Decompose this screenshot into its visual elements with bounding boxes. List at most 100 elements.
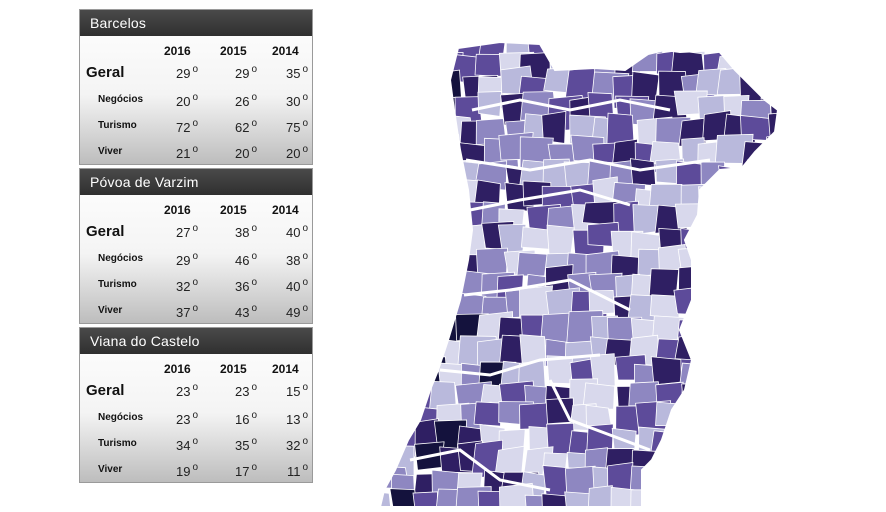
municipality-cell — [391, 76, 416, 108]
municipality-cell — [758, 363, 778, 389]
municipality-cell — [405, 72, 444, 97]
municipality-cell — [380, 97, 401, 132]
municipality-cell — [380, 294, 403, 324]
municipality-cell — [393, 333, 422, 359]
municipality-cell — [694, 426, 734, 453]
municipality-cell — [391, 134, 419, 168]
rank-value: 72 o — [175, 118, 198, 135]
rank-value: 11 o — [286, 462, 308, 479]
rank-value: 20 o — [234, 144, 257, 161]
municipality-cell — [389, 354, 427, 383]
district-boundary — [548, 379, 651, 452]
municipality-cell — [674, 203, 700, 229]
municipality-cell — [431, 133, 462, 161]
municipality-cell — [724, 178, 756, 209]
municipality-cell — [380, 316, 397, 354]
card-title: Barcelos — [80, 10, 312, 36]
rank-value: 35 o — [285, 64, 308, 81]
year-header: 2015 — [220, 44, 247, 58]
municipality-cell — [747, 42, 778, 63]
municipality-cell — [394, 253, 422, 288]
row-label: Viver — [98, 305, 123, 316]
year-header: 2014 — [272, 203, 299, 217]
municipality-cell — [412, 254, 450, 278]
municipality-cell — [380, 75, 402, 108]
rank-value: 43 o — [234, 303, 257, 320]
year-header: 2016 — [164, 362, 191, 376]
municipality-cell — [741, 267, 774, 301]
municipality-cell — [742, 490, 771, 507]
municipality-cell — [761, 311, 778, 347]
rank-value: 29 o — [175, 64, 198, 81]
municipality-cell — [384, 51, 416, 75]
municipality-cell — [477, 91, 503, 117]
rank-value: 29 o — [175, 251, 198, 268]
municipality-cell — [742, 469, 774, 499]
card-title: Viana do Castelo — [80, 328, 312, 354]
row-label: Negócios — [98, 94, 144, 105]
municipality-cell — [389, 187, 419, 220]
rank-value: 30 o — [285, 92, 308, 109]
municipality-cell — [629, 158, 657, 187]
municipality-cell — [380, 246, 395, 283]
municipality-cell — [740, 446, 768, 481]
municipality-cell — [562, 42, 598, 59]
row-label: Turismo — [98, 438, 137, 449]
rank-value: 29 o — [234, 64, 257, 81]
rank-value: 32 o — [175, 277, 198, 294]
municipality-cell — [412, 99, 440, 128]
municipality-cell — [762, 155, 778, 187]
municipality-cell — [410, 203, 440, 242]
municipality-cell — [725, 316, 760, 346]
municipality-cell — [650, 356, 682, 386]
municipality-cell — [681, 445, 717, 475]
municipality-cell — [702, 313, 737, 348]
rank-value: 23 o — [175, 382, 198, 399]
municipality-cell — [738, 222, 778, 254]
municipality-cell — [698, 270, 733, 304]
municipality-cell — [675, 465, 707, 495]
municipality-card-povoa-de-varzim: Póvoa de Varzim 2016 2015 2014 Geral 27 o… — [79, 168, 313, 324]
municipality-cell — [718, 401, 751, 437]
municipality-cell — [700, 225, 733, 259]
rank-value: 38 o — [234, 223, 257, 240]
municipality-cell — [718, 362, 742, 389]
row-label: Turismo — [98, 279, 137, 290]
municipality-cell — [388, 317, 418, 343]
municipality-cell — [719, 486, 752, 507]
rank-value: 15 o — [285, 382, 308, 399]
rank-value: 34 o — [175, 436, 198, 453]
municipality-cell — [413, 185, 443, 215]
municipality-cell — [762, 338, 778, 366]
row-label: Viver — [98, 146, 123, 157]
municipality-cell — [410, 309, 439, 336]
municipality-cell — [410, 42, 447, 60]
municipality-cell — [380, 112, 395, 149]
map-svg — [378, 40, 780, 508]
municipality-cell — [741, 297, 778, 327]
municipality-cell — [674, 332, 710, 362]
municipality-cell — [648, 183, 684, 208]
row-label: Negócios — [98, 253, 144, 264]
municipality-cell — [656, 493, 680, 507]
municipality-cell — [692, 297, 728, 325]
municipality-cell — [767, 470, 778, 495]
municipality-cell — [724, 448, 750, 477]
municipality-cell — [473, 401, 502, 427]
municipality-cell — [582, 382, 615, 410]
municipality-cell — [768, 447, 778, 474]
municipality-cell — [720, 271, 757, 299]
municipality-cell — [739, 206, 777, 237]
municipality-cell — [763, 186, 778, 223]
municipality-cell — [585, 42, 622, 60]
row-label: Geral — [86, 223, 125, 240]
municipality-cell — [431, 180, 462, 206]
municipality-cell — [693, 381, 728, 419]
district-boundary — [409, 448, 551, 492]
municipality-cell — [763, 398, 778, 430]
rank-value: 37 o — [175, 303, 198, 320]
municipality-cell — [438, 207, 472, 245]
municipality-cell — [672, 419, 702, 447]
municipality-cell — [396, 110, 425, 143]
municipality-cell — [408, 158, 445, 182]
